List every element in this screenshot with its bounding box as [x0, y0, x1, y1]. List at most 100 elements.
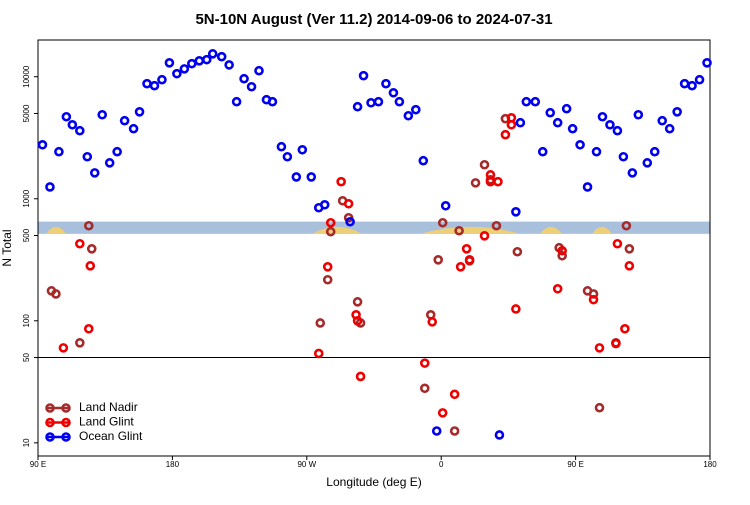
legend-marker — [61, 403, 71, 413]
point — [224, 60, 234, 70]
point — [612, 238, 623, 249]
point — [561, 103, 572, 114]
point — [624, 261, 635, 271]
point — [664, 123, 675, 134]
point — [83, 220, 94, 231]
point — [642, 158, 653, 168]
point — [464, 255, 475, 265]
y-axis-label: N Total — [0, 229, 14, 266]
point — [479, 159, 490, 170]
point — [537, 146, 548, 157]
point — [352, 101, 363, 112]
land-patch — [592, 226, 612, 234]
y-tick-label: 100 — [22, 314, 31, 328]
point — [588, 294, 599, 305]
point — [431, 426, 442, 436]
x-tick-label: 90 E — [567, 460, 583, 469]
point — [231, 96, 242, 107]
point — [620, 323, 630, 334]
x-tick-label: 90 E — [30, 460, 46, 469]
land-patch — [46, 226, 66, 234]
point — [164, 58, 175, 68]
point — [282, 151, 293, 162]
x-tick-label: 180 — [166, 460, 180, 469]
x-tick-label: 0 — [439, 460, 444, 469]
point — [403, 110, 414, 121]
point — [649, 146, 660, 157]
point — [313, 348, 324, 359]
point — [291, 172, 302, 182]
point — [618, 151, 629, 162]
chart-title: 5N-10N August (Ver 11.2) 2014-09-06 to 2… — [195, 11, 552, 28]
point — [207, 49, 218, 59]
y-tick-label: 500 — [22, 228, 31, 242]
point — [297, 144, 308, 155]
point — [149, 80, 160, 91]
shaded-band — [38, 221, 710, 234]
point — [449, 426, 460, 436]
point — [75, 238, 85, 249]
point — [427, 317, 438, 327]
point — [449, 389, 460, 400]
point — [500, 129, 511, 140]
land-patch — [312, 226, 362, 234]
legend-marker — [45, 403, 55, 413]
point — [276, 141, 287, 152]
point — [216, 51, 227, 62]
legend-marker — [61, 432, 71, 442]
point — [591, 146, 602, 157]
point — [104, 158, 115, 168]
point — [45, 182, 55, 192]
point — [418, 155, 429, 166]
point — [381, 78, 391, 89]
point — [267, 96, 278, 107]
point — [545, 107, 556, 118]
point — [633, 109, 644, 120]
point — [246, 81, 257, 92]
point — [134, 107, 145, 117]
y-tick-label: 10000 — [22, 65, 31, 88]
plot-frame — [37, 39, 711, 457]
point — [530, 96, 541, 107]
point — [254, 65, 264, 76]
point — [315, 318, 326, 328]
point — [575, 139, 585, 150]
point — [119, 115, 130, 126]
point — [75, 125, 85, 136]
point — [82, 151, 93, 162]
point — [437, 408, 448, 418]
point — [306, 172, 317, 182]
point — [611, 338, 621, 349]
point — [75, 338, 85, 348]
point — [322, 274, 333, 285]
point — [552, 117, 563, 128]
point — [511, 304, 521, 314]
point — [352, 297, 363, 307]
point — [702, 58, 712, 68]
point — [345, 216, 355, 227]
point — [352, 315, 363, 326]
legend-label: Land Nadir — [79, 400, 138, 414]
point — [454, 225, 464, 236]
point — [37, 139, 48, 150]
legend-marker — [45, 417, 55, 428]
point — [89, 168, 100, 178]
point — [179, 64, 190, 74]
legend-label: Ocean Glint — [79, 429, 143, 443]
point — [128, 123, 139, 134]
point — [672, 107, 682, 117]
point — [440, 200, 451, 211]
point — [319, 199, 330, 210]
point — [512, 246, 523, 257]
point — [567, 123, 578, 134]
point — [687, 80, 697, 91]
point — [322, 262, 333, 272]
legend-marker — [45, 432, 55, 442]
point — [594, 402, 605, 413]
point — [694, 74, 705, 85]
point — [552, 283, 563, 294]
point — [112, 146, 122, 157]
point — [521, 96, 532, 107]
point — [411, 104, 421, 115]
